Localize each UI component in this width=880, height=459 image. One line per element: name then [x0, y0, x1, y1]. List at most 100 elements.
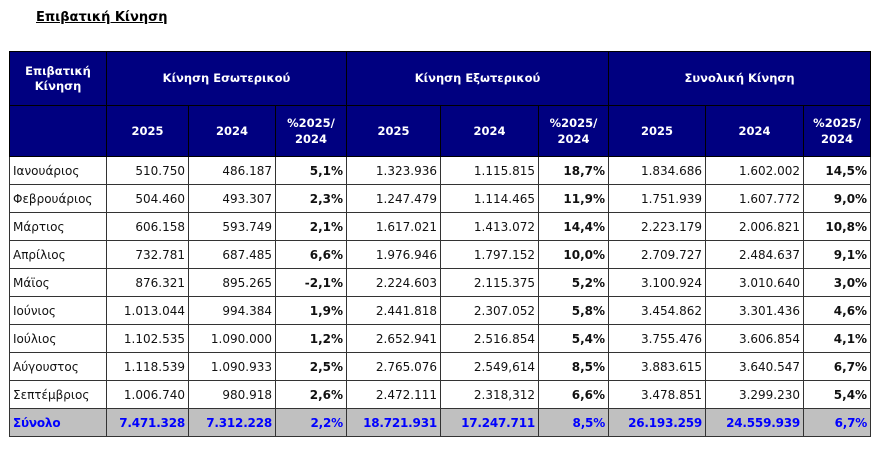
- value-cell: 3.640.547: [705, 352, 805, 381]
- month-cell: Αύγουστος: [9, 352, 107, 381]
- percent-cell: 1,9%: [275, 296, 347, 325]
- percent-cell: 10,0%: [537, 240, 610, 269]
- month-cell: Μάρτιος: [9, 212, 107, 241]
- value-cell: 3.100.924: [608, 268, 707, 297]
- value-cell: 3.883.615: [608, 352, 707, 381]
- empty-header: [9, 105, 107, 157]
- month-cell: Ιούνιος: [9, 296, 107, 325]
- value-cell: 3.010.640: [705, 268, 805, 297]
- value-cell: 732.781: [106, 240, 189, 269]
- value-cell: 2.307.052: [440, 296, 539, 325]
- value-cell: 1.090.000: [188, 324, 276, 353]
- subcol-header: %2025/ 2024: [803, 105, 872, 157]
- value-cell: 1.115.815: [440, 156, 539, 185]
- value-cell: 2.516.854: [440, 324, 539, 353]
- value-cell: 1.413.072: [440, 212, 539, 241]
- value-cell: 1.617.021: [346, 212, 441, 241]
- value-cell: 7.312.228: [188, 408, 276, 437]
- value-cell: 980.918: [188, 380, 276, 409]
- value-cell: 18.721.931: [346, 408, 441, 437]
- percent-cell: 4,1%: [803, 324, 872, 353]
- value-cell: 687.485: [188, 240, 276, 269]
- percent-cell: 1,2%: [275, 324, 347, 353]
- total-row: Σύνολο 7.471.328 7.312.228 2,2% 18.721.931 17…: [9, 408, 872, 437]
- month-cell: Ιανουάριος: [9, 156, 107, 185]
- value-cell: 24.559.939: [705, 408, 805, 437]
- table-row: Αύγουστος 1.118.539 1.090.933 2,5% 2.765.076…: [9, 352, 872, 381]
- subcol-header: 2024: [440, 105, 539, 157]
- month-cell: Ιούλιος: [9, 324, 107, 353]
- subcol-header: 2025: [106, 105, 189, 157]
- percent-cell: 14,4%: [537, 212, 610, 241]
- percent-cell: 2,6%: [275, 380, 347, 409]
- value-cell: 1.118.539: [106, 352, 189, 381]
- table-row: Μάρτιος 606.158 593.749 2,1% 1.617.021 1.413.…: [9, 212, 872, 241]
- value-cell: 2.709.727: [608, 240, 707, 269]
- percent-cell: 5,1%: [275, 156, 347, 185]
- percent-cell: 4,6%: [803, 296, 872, 325]
- percent-cell: 2,1%: [275, 212, 347, 241]
- value-cell: 593.749: [188, 212, 276, 241]
- month-cell: Μάϊος: [9, 268, 107, 297]
- value-cell: 1.834.686: [608, 156, 707, 185]
- value-cell: 1.602.002: [705, 156, 805, 185]
- table-row: Σεπτέμβριος 1.006.740 980.918 2,6% 2.472.111…: [9, 380, 872, 409]
- value-cell: 1.976.946: [346, 240, 441, 269]
- percent-cell: 2,5%: [275, 352, 347, 381]
- subcol-header: 2025: [608, 105, 707, 157]
- corner-header: Επιβατική Κίνηση: [9, 51, 107, 106]
- value-cell: 3.299.230: [705, 380, 805, 409]
- percent-cell: 2,2%: [275, 408, 347, 437]
- table-row: Φεβρουάριος 504.460 493.307 2,3% 1.247.479 1.…: [9, 184, 872, 213]
- value-cell: 2.318,312: [440, 380, 539, 409]
- percent-cell: 6,7%: [803, 352, 872, 381]
- value-cell: 504.460: [106, 184, 189, 213]
- value-cell: 3.755.476: [608, 324, 707, 353]
- subcol-header: %2025/ 2024: [275, 105, 347, 157]
- percent-cell: 3,0%: [803, 268, 872, 297]
- month-cell: Φεβρουάριος: [9, 184, 107, 213]
- subcol-header: %2025/ 2024: [537, 105, 610, 157]
- percent-cell: 18,7%: [537, 156, 610, 185]
- month-cell: Σύνολο: [9, 408, 107, 437]
- value-cell: 3.606.854: [705, 324, 805, 353]
- percent-cell: 14,5%: [803, 156, 872, 185]
- value-cell: 17.247.711: [440, 408, 539, 437]
- value-cell: 606.158: [106, 212, 189, 241]
- value-cell: 994.384: [188, 296, 276, 325]
- percent-cell: 6,7%: [803, 408, 872, 437]
- page-title: Επιβατική Κίνηση: [36, 10, 168, 25]
- value-cell: 1.114.465: [440, 184, 539, 213]
- value-cell: 510.750: [106, 156, 189, 185]
- value-cell: 2.652.941: [346, 324, 441, 353]
- value-cell: 2.006.821: [705, 212, 805, 241]
- value-cell: 1.247.479: [346, 184, 441, 213]
- table-row: Ιανουάριος 510.750 486.187 5,1% 1.323.936 1.1…: [9, 156, 872, 185]
- percent-cell: 9,1%: [803, 240, 872, 269]
- value-cell: 1.102.535: [106, 324, 189, 353]
- value-cell: 486.187: [188, 156, 276, 185]
- value-cell: 2.441.818: [346, 296, 441, 325]
- group-header-total: Συνολική Κίνηση: [608, 51, 872, 106]
- value-cell: 1.090.933: [188, 352, 276, 381]
- value-cell: 1.006.740: [106, 380, 189, 409]
- value-cell: 2.472.111: [346, 380, 441, 409]
- table-row: Απρίλιος 732.781 687.485 6,6% 1.976.946 1.797…: [9, 240, 872, 269]
- table-row: Ιούνιος 1.013.044 994.384 1,9% 2.441.818 2.30…: [9, 296, 872, 325]
- table-row: Ιούλιος 1.102.535 1.090.000 1,2% 2.652.941 2.…: [9, 324, 872, 353]
- value-cell: 26.193.259: [608, 408, 707, 437]
- value-cell: 2.765.076: [346, 352, 441, 381]
- percent-cell: 5,4%: [803, 380, 872, 409]
- value-cell: 1.751.939: [608, 184, 707, 213]
- subcol-header: 2024: [705, 105, 805, 157]
- month-cell: Απρίλιος: [9, 240, 107, 269]
- value-cell: 1.607.772: [705, 184, 805, 213]
- value-cell: 1.797.152: [440, 240, 539, 269]
- value-cell: 2.549,614: [440, 352, 539, 381]
- percent-cell: 11,9%: [537, 184, 610, 213]
- value-cell: 2.115.375: [440, 268, 539, 297]
- percent-cell: 10,8%: [803, 212, 872, 241]
- table-row: Μάϊος 876.321 895.265 -2,1% 2.224.603 2.115.3…: [9, 268, 872, 297]
- value-cell: 493.307: [188, 184, 276, 213]
- value-cell: 1.323.936: [346, 156, 441, 185]
